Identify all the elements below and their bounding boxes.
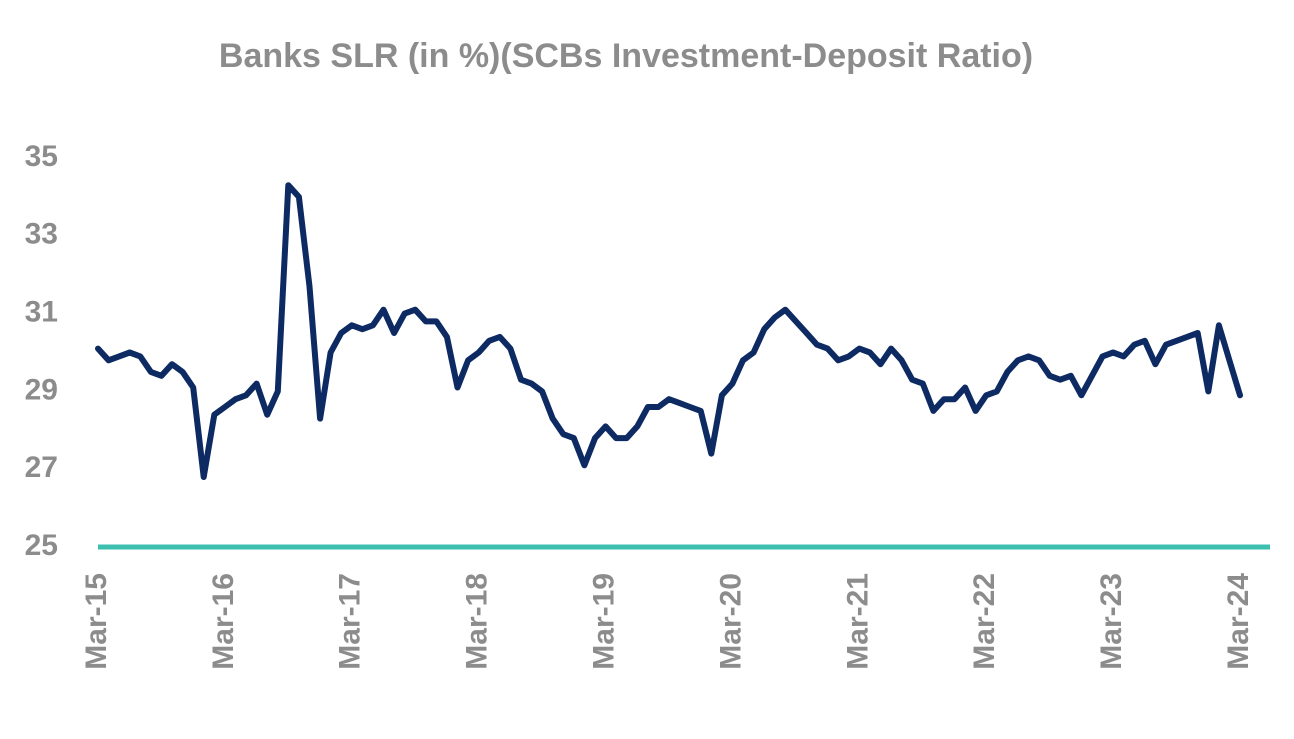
x-tick-label: Mar-23 [1095, 573, 1128, 670]
x-tick-label: Mar-21 [841, 573, 874, 670]
y-tick-label: 33 [25, 218, 58, 251]
x-tick-label: Mar-24 [1222, 573, 1255, 670]
x-tick-label: Mar-20 [714, 573, 747, 670]
x-tick-label: Mar-19 [587, 573, 620, 670]
x-tick-label: Mar-15 [80, 573, 113, 670]
y-tick-label: 35 [25, 140, 58, 173]
y-tick-label: 29 [25, 373, 58, 406]
data-line [95, 182, 1243, 480]
y-tick-label: 31 [25, 296, 58, 329]
x-tick-label: Mar-18 [461, 573, 494, 670]
y-tick-label: 25 [25, 529, 58, 562]
x-tick-label: Mar-16 [207, 573, 240, 670]
chart-title: Banks SLR (in %)(SCBs Investment-Deposit… [219, 37, 1033, 75]
y-tick-label: 27 [25, 451, 58, 484]
x-tick-label: Mar-22 [968, 573, 1001, 670]
x-tick-label: Mar-17 [334, 573, 367, 670]
